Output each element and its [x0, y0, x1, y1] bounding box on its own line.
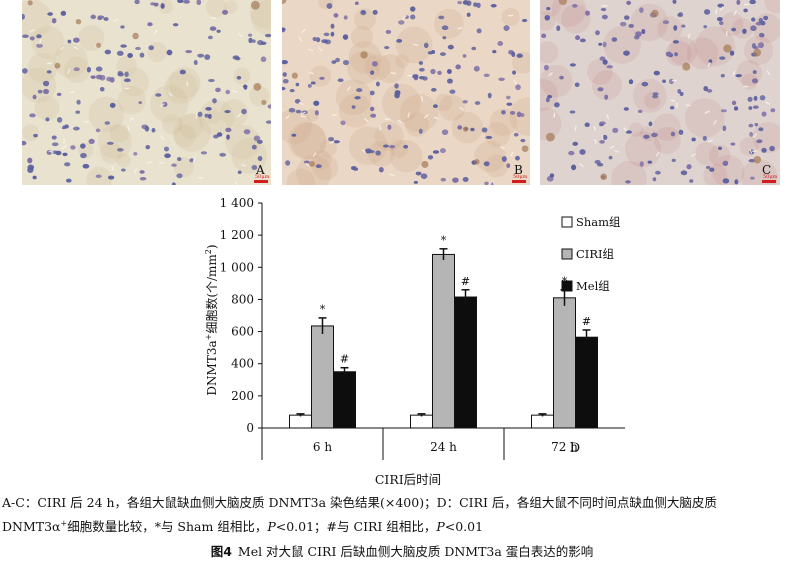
bar-1-2 — [553, 297, 576, 429]
legend-entry: Mel组 — [576, 279, 610, 293]
legend-swatch — [561, 280, 573, 292]
micrograph-image-a — [22, 0, 271, 185]
y-axis-label: DNMT3a+细胞数(个/mm2) — [204, 244, 219, 395]
scale-bar-b — [512, 180, 526, 183]
significance-marker: # — [461, 275, 470, 288]
x-tick-label: 6 h — [313, 440, 332, 454]
bar-2-2 — [575, 336, 598, 429]
micrograph-image-b — [282, 0, 530, 185]
y-tick-label: 1 400 — [220, 196, 254, 210]
legend-swatch — [561, 248, 573, 260]
micrograph-panel-a: A 50μm — [22, 0, 271, 185]
y-tick-label: 400 — [231, 357, 254, 371]
micrograph-image-c — [540, 0, 780, 185]
figure-title-text: Mel 对大鼠 CIRI 后缺血侧大脑皮质 DNMT3a 蛋白表达的影响 — [237, 544, 594, 559]
significance-marker: # — [340, 353, 349, 366]
bar-0-1 — [410, 414, 433, 429]
y-tick-label: 200 — [231, 389, 254, 403]
figure-title: 图4 Mel 对大鼠 CIRI 后缺血侧大脑皮质 DNMT3a 蛋白表达的影响 — [0, 541, 804, 560]
bar-0-2 — [531, 414, 554, 429]
legend-entry: Sham组 — [576, 215, 621, 229]
significance-marker: * — [441, 234, 447, 247]
bar-2-1 — [454, 296, 477, 429]
bar-1-1 — [432, 253, 455, 429]
scale-bar-c — [762, 180, 776, 183]
legend-entry: CIRI组 — [576, 247, 615, 261]
y-tick-label: 1 200 — [220, 228, 254, 242]
legend-swatch — [561, 216, 573, 228]
bar-0-0 — [289, 414, 312, 429]
figure-label: 图4 — [210, 544, 232, 559]
significance-marker: # — [582, 315, 591, 328]
scale-bar-text-b: 50μm — [513, 174, 528, 180]
panel-letter-d: D — [570, 441, 580, 456]
y-tick-label: 600 — [231, 325, 254, 339]
scale-bar-text-c: 50μm — [763, 174, 778, 180]
x-tick-label: 24 h — [430, 440, 457, 454]
micrograph-panel-c: C 50μm — [540, 0, 780, 185]
x-axis-label: CIRI后时间 — [375, 472, 441, 487]
bar-2-0 — [333, 371, 356, 429]
caption-line-1: A-C：CIRI 后 24 h，各组大鼠缺血侧大脑皮质 DNMT3a 染色结果(… — [2, 495, 717, 510]
micrograph-panel-b: B 50μm — [282, 0, 530, 185]
panel-letter-b: B — [514, 163, 523, 177]
significance-marker: * — [320, 303, 326, 316]
y-tick-label: 1 000 — [220, 260, 254, 274]
x-tick-label: 72 h — [551, 440, 578, 454]
panel-letter-c: C — [762, 163, 772, 177]
bar-chart: 0 200 400 600 800 1 000 1 200 1 400 6 h 24 h 72 h … — [0, 188, 804, 492]
panel-letter-a: A — [256, 163, 265, 177]
bar-1-0 — [311, 325, 334, 429]
y-tick-label: 0 — [246, 421, 254, 435]
caption-line-2: DNMT3α+细胞数量比较，*与 Sham 组相比，P<0.01；#与 CIRI… — [2, 518, 484, 534]
y-tick-label: 800 — [231, 292, 254, 306]
scale-bar-text-a: 50μm — [255, 174, 270, 180]
scale-bar-a — [254, 180, 268, 183]
